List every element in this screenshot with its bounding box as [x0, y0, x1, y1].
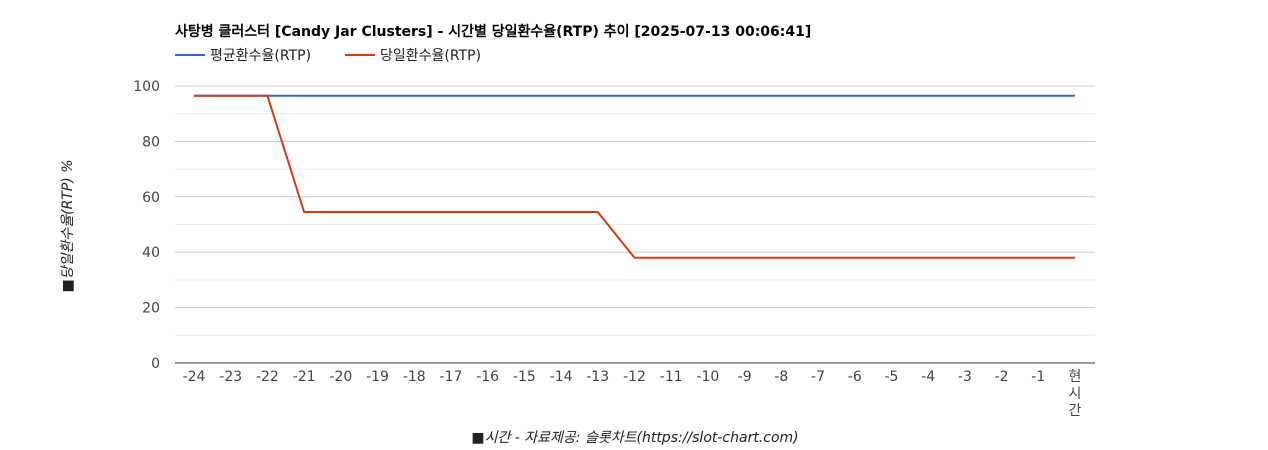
x-tick-label: -1	[1031, 369, 1045, 385]
x-axis-title: ■시간 - 자료제공: 슬롯차트(https://slot-chart.com)	[471, 430, 798, 446]
legend-label-avg: 평균환수율(RTP)	[210, 48, 311, 64]
x-tick-label: -18	[403, 369, 426, 385]
y-axis-title: ■당일환수율(RTP) %	[60, 159, 76, 292]
gridlines	[175, 85, 1095, 336]
y-tick-label: 80	[142, 134, 160, 150]
legend: 평균환수율(RTP) 당일환수율(RTP)	[175, 48, 481, 64]
x-tick-label: -19	[366, 369, 389, 385]
x-tick-label: -13	[586, 369, 609, 385]
series-lines	[194, 94, 1075, 259]
y-axis-ticks: 0 20 40 60 80 100	[133, 79, 160, 372]
x-tick-label: -22	[256, 369, 279, 385]
x-tick-label: -5	[884, 369, 898, 385]
x-tick-label: -14	[550, 369, 573, 385]
y-tick-label: 40	[142, 245, 160, 261]
chart-title: 사탕병 클러스터 [Candy Jar Clusters] - 시간별 당일환수…	[175, 23, 811, 40]
x-tick-label: -2	[995, 369, 1009, 385]
series-line-daily-rtp	[194, 94, 1075, 259]
x-tick-label: -7	[811, 369, 825, 385]
y-tick-label: 100	[133, 79, 160, 95]
x-tick-label: -16	[476, 369, 499, 385]
x-tick-label: -17	[440, 369, 463, 385]
y-tick-label: 0	[151, 356, 160, 372]
x-tick-label: -6	[848, 369, 862, 385]
x-tick-label: -8	[774, 369, 788, 385]
x-tick-label: -21	[293, 369, 316, 385]
x-tick-label: -24	[183, 369, 206, 385]
x-axis-ticks: -24 -23 -22 -21 -20 -19 -18 -17 -16 -15 -14 -13 -12-…	[183, 369, 1082, 419]
x-tick-label: -3	[958, 369, 972, 385]
x-tick-label: -20	[329, 369, 352, 385]
x-tick-label: -23	[219, 369, 242, 385]
x-tick-label: -12	[623, 369, 646, 385]
x-tick-label: -15	[513, 369, 536, 385]
x-tick-label: -11	[660, 369, 683, 385]
legend-label-daily: 당일환수율(RTP)	[380, 48, 481, 64]
x-tick-label: -4	[921, 369, 935, 385]
x-tick-label: -9	[738, 369, 752, 385]
x-tick-label: -10	[696, 369, 719, 385]
y-tick-label: 20	[142, 301, 160, 317]
y-tick-label: 60	[142, 190, 160, 206]
